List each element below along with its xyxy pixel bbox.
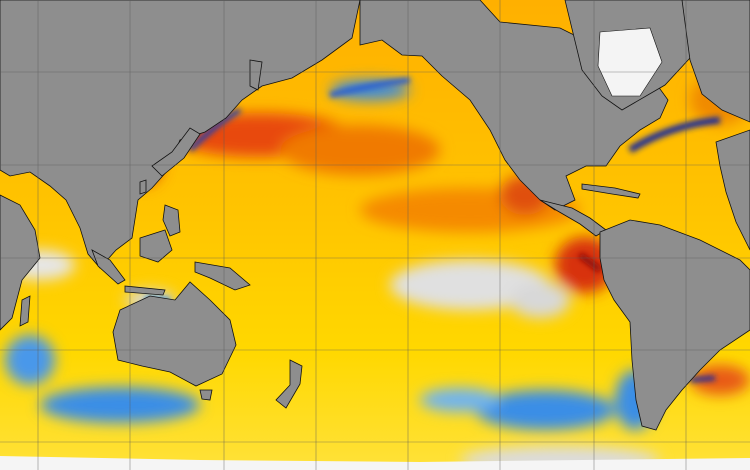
neutral-patch xyxy=(510,282,570,318)
java xyxy=(124,285,166,296)
new-zealand xyxy=(275,359,303,409)
asia xyxy=(0,0,361,269)
kamchatka-islands xyxy=(249,59,263,91)
australia xyxy=(112,281,237,387)
sea-ice xyxy=(597,27,663,97)
neutral-patch xyxy=(390,260,550,310)
taiwan xyxy=(139,179,147,195)
philippines xyxy=(162,204,181,237)
east-africa xyxy=(0,194,41,331)
west-africa xyxy=(715,129,750,251)
warm-patch xyxy=(280,125,440,175)
sumatra xyxy=(91,249,126,285)
borneo xyxy=(139,229,173,263)
cool-streak xyxy=(188,107,242,152)
cool-patch xyxy=(40,387,200,423)
cool-streak xyxy=(628,116,721,153)
cool-patch xyxy=(420,388,500,412)
caribbean xyxy=(581,183,641,199)
europe xyxy=(681,0,750,123)
antarctica xyxy=(0,456,750,470)
warm-streak xyxy=(578,252,602,273)
cool-patch xyxy=(5,335,55,385)
tasmania xyxy=(199,389,213,401)
japan xyxy=(151,127,201,177)
south-america xyxy=(599,219,750,431)
warm-patch xyxy=(690,365,750,395)
cool-streak xyxy=(329,77,411,98)
cool-patch xyxy=(475,390,615,430)
cool-streak xyxy=(689,375,716,383)
madagascar xyxy=(19,295,31,327)
new-guinea xyxy=(194,261,251,291)
